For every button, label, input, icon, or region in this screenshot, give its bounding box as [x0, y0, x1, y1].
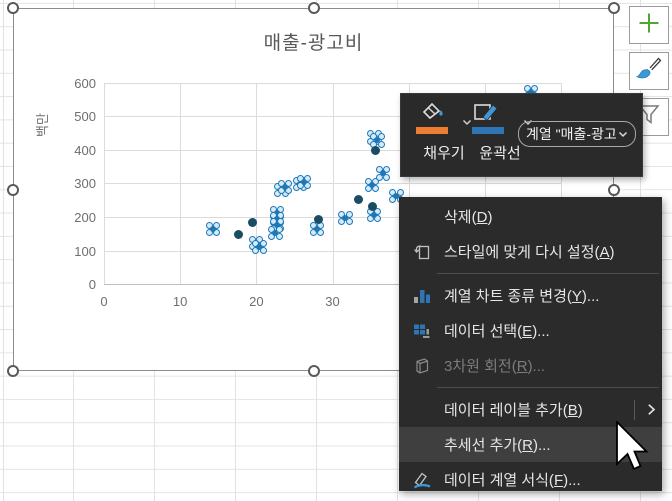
y-axis-tick-label[interactable]: 100 — [74, 243, 96, 259]
gridline-vertical — [484, 82, 486, 285]
scatter-point-selected[interactable] — [277, 179, 293, 195]
series-selector-dropdown[interactable]: 계열 "매출-광고 — [518, 121, 636, 147]
menu-item-change-series-chart-type[interactable]: 계열 차트 종류 변경(Y)... — [399, 278, 662, 313]
menu-item-format-data-series[interactable]: 데이터 계열 서식(F)... — [399, 462, 662, 491]
scatter-point-selected[interactable] — [375, 165, 391, 181]
resize-handle[interactable] — [7, 183, 19, 196]
menu-separator — [399, 269, 662, 278]
select-data-icon — [407, 321, 437, 341]
x-axis-tick-label[interactable]: 10 — [172, 294, 188, 310]
brush-icon — [635, 55, 663, 88]
menu-item-label: 3차원 회전(R)... — [444, 358, 546, 375]
scatter-point-selected[interactable] — [205, 221, 221, 237]
menu-separator — [399, 383, 662, 392]
scatter-point-dot[interactable] — [371, 145, 381, 155]
scatter-point-selected[interactable] — [251, 239, 267, 255]
scatter-point-dot[interactable] — [248, 218, 258, 228]
chart-styles-button[interactable] — [629, 52, 669, 90]
y-axis-tick-label[interactable]: 400 — [74, 142, 96, 158]
chart-type-icon — [407, 286, 437, 306]
x-axis-tick-label[interactable]: 30 — [325, 294, 340, 310]
fill-button[interactable]: 채우기 — [415, 98, 473, 172]
gridline-vertical — [408, 82, 410, 285]
y-axis-tick-label[interactable]: 600 — [74, 75, 96, 91]
funnel-icon — [636, 102, 662, 133]
fill-button-label: 채우기 — [423, 145, 465, 162]
resize-handle[interactable] — [7, 2, 19, 14]
scatter-point-selected[interactable] — [369, 132, 385, 148]
menu-item-label: 스타일에 맞게 다시 설정(A) — [444, 244, 615, 261]
plus-icon — [636, 10, 662, 41]
series-selector-value: 계열 "매출-광고 — [526, 126, 617, 142]
scatter-point-selected[interactable] — [309, 221, 325, 237]
menu-item-label: 추세선 추가(R)... — [444, 437, 551, 454]
scatter-point-selected[interactable] — [364, 177, 380, 193]
outline-color-swatch — [472, 127, 504, 134]
outline-button-label: 윤곽선 — [479, 145, 521, 162]
y-axis-tick-label[interactable]: 300 — [74, 176, 96, 192]
resize-handle[interactable] — [608, 183, 620, 196]
resize-handle[interactable] — [608, 2, 620, 14]
gridline-horizontal — [104, 284, 561, 286]
menu-item-select-data[interactable]: 데이터 선택(E)... — [399, 313, 662, 348]
chart-title[interactable]: 매출-광고비 — [263, 33, 364, 54]
y-axis-tick-label[interactable]: 0 — [88, 277, 96, 293]
y-axis-tick-label[interactable]: 200 — [74, 210, 96, 226]
chevron-down-icon — [618, 131, 628, 137]
gridline-vertical — [332, 82, 334, 285]
chart-elements-button[interactable] — [629, 6, 669, 44]
scatter-point-dot[interactable] — [313, 215, 323, 225]
scatter-point-selected[interactable] — [296, 174, 312, 190]
resize-handle[interactable] — [307, 2, 320, 14]
menu-item-label: 데이터 선택(E)... — [444, 323, 550, 340]
chevron-down-icon[interactable] — [462, 113, 472, 131]
scatter-point-dot[interactable] — [368, 202, 378, 212]
gridline-vertical — [104, 82, 105, 285]
cube-3d-icon — [407, 356, 437, 376]
scatter-point-selected[interactable] — [337, 210, 353, 226]
menu-item-delete[interactable]: 삭제(D) — [399, 199, 662, 234]
resize-handle[interactable] — [7, 365, 19, 377]
outline-button[interactable]: 윤곽선 — [471, 98, 533, 172]
scatter-point-dot[interactable] — [353, 195, 363, 205]
menu-item-3d-rotation[interactable]: 3차원 회전(R)... — [399, 348, 662, 383]
menu-item-label: 계열 차트 종류 변경(Y)... — [444, 288, 600, 305]
gridline-vertical — [561, 82, 562, 285]
x-axis-tick-label[interactable]: 20 — [249, 294, 264, 310]
scatter-point-selected[interactable] — [267, 225, 283, 241]
y-axis-tick-label[interactable]: 500 — [74, 109, 96, 125]
resize-handle[interactable] — [307, 365, 320, 377]
grid-column-line — [3, 0, 4, 501]
mini-toolbar: 채우기 윤곽선 계열 "매출-광고 — [400, 93, 643, 177]
reset-style-icon — [407, 242, 437, 262]
mouse-cursor — [616, 419, 652, 480]
format-series-icon — [407, 470, 437, 490]
fill-color-swatch — [416, 127, 448, 134]
gridline-vertical — [180, 82, 182, 285]
scatter-point-dot[interactable] — [234, 230, 244, 240]
menu-item-reset-to-match-style[interactable]: 스타일에 맞게 다시 설정(A) — [399, 234, 662, 269]
menu-item-label: 삭제(D) — [444, 209, 493, 226]
x-axis-tick-label[interactable]: 0 — [100, 294, 108, 310]
submenu-arrow-icon — [648, 404, 656, 415]
menu-item-label: 데이터 레이블 추가(B) — [444, 402, 583, 419]
menu-item-add-data-labels[interactable]: 데이터 레이블 추가(B) — [399, 392, 662, 427]
gridline-vertical — [256, 82, 258, 285]
menu-item-label: 데이터 계열 서식(F)... — [444, 472, 581, 489]
